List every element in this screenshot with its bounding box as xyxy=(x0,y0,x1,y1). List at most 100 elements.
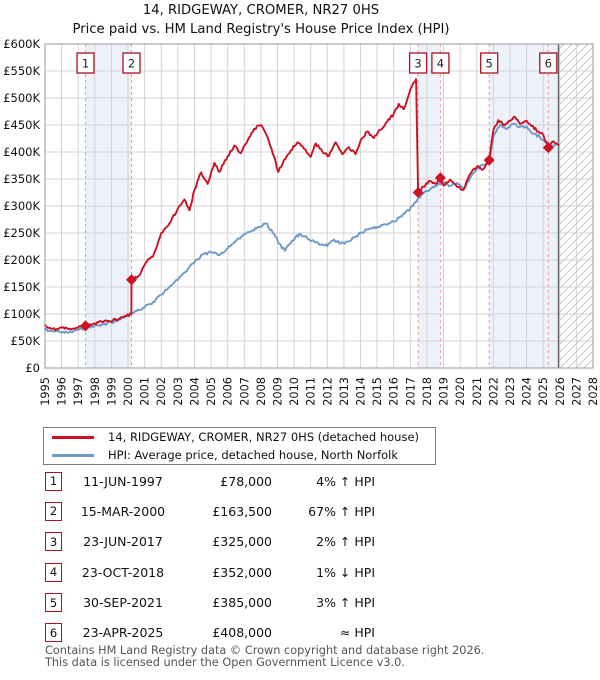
svg-text:2013: 2013 xyxy=(338,377,351,406)
chart-title: 14, RIDGEWAY, CROMER, NR27 0HS xyxy=(143,3,379,18)
transaction-date: 15-MAR-2000 xyxy=(80,503,166,519)
transaction-row: 6 23-APR-2025 £408,000 ≈ HPI xyxy=(45,623,555,643)
svg-text:£450K: £450K xyxy=(3,118,40,132)
axes: £0 £50K £100K £150K £200K £250K £300K £350K £400… xyxy=(3,37,600,406)
svg-text:2002: 2002 xyxy=(155,377,168,406)
svg-text:1997: 1997 xyxy=(72,377,85,406)
transaction-date: 11-JUN-1997 xyxy=(83,473,163,489)
svg-text:2021: 2021 xyxy=(471,377,484,406)
svg-text:1999: 1999 xyxy=(105,377,118,406)
svg-text:2018: 2018 xyxy=(421,377,434,406)
svg-text:4: 4 xyxy=(437,57,444,71)
transaction-hpi-delta: 67% ↑ HPI xyxy=(308,503,375,519)
svg-text:2008: 2008 xyxy=(255,377,268,406)
svg-text:1: 1 xyxy=(82,57,89,71)
svg-text:2009: 2009 xyxy=(272,377,285,406)
transaction-date: 23-OCT-2018 xyxy=(81,564,165,580)
svg-text:2010: 2010 xyxy=(288,377,301,406)
svg-text:£350K: £350K xyxy=(3,172,40,186)
transaction-date: 23-JUN-2017 xyxy=(83,534,163,550)
transaction-date: 23-APR-2025 xyxy=(82,625,164,641)
transaction-price: £385,000 xyxy=(212,595,272,611)
svg-text:2028: 2028 xyxy=(587,377,600,406)
svg-text:2004: 2004 xyxy=(189,377,202,406)
transaction-number-box: 4 xyxy=(45,562,62,582)
transaction-price: £352,000 xyxy=(212,564,272,580)
transaction-number-box: 2 xyxy=(45,501,62,521)
transaction-number-box: 5 xyxy=(45,593,62,613)
transaction-date: 30-SEP-2021 xyxy=(83,595,163,611)
license-footer: Contains HM Land Registry data © Crown c… xyxy=(45,644,592,670)
svg-text:£150K: £150K xyxy=(3,280,40,294)
transaction-price: £163,500 xyxy=(212,503,272,519)
legend-item: HPI: Average price, detached house, Nort… xyxy=(44,447,435,463)
svg-text:2014: 2014 xyxy=(355,377,368,406)
price-chart: 14, RIDGEWAY, CROMER, NR27 0HS Price pai… xyxy=(3,3,600,406)
transaction-row: 3 23-JUN-2017 £325,000 2% ↑ HPI xyxy=(45,532,555,552)
svg-text:2015: 2015 xyxy=(371,377,384,406)
svg-text:£50K: £50K xyxy=(11,334,41,348)
series-lines xyxy=(44,78,560,334)
svg-text:2025: 2025 xyxy=(537,377,550,406)
svg-text:2027: 2027 xyxy=(570,377,583,406)
svg-text:£200K: £200K xyxy=(3,253,40,267)
svg-text:2007: 2007 xyxy=(238,377,251,406)
transaction-number-box: 6 xyxy=(45,623,62,643)
svg-text:£550K: £550K xyxy=(3,64,40,78)
svg-text:6: 6 xyxy=(545,57,552,71)
transaction-price: £408,000 xyxy=(212,625,272,641)
svg-text:£600K: £600K xyxy=(3,37,40,51)
legend-label: HPI: Average price, detached house, Nort… xyxy=(108,448,399,462)
svg-text:2017: 2017 xyxy=(404,377,417,406)
legend-item: 14, RIDGEWAY, CROMER, NR27 0HS (detached… xyxy=(44,429,435,445)
svg-text:1998: 1998 xyxy=(89,377,102,406)
svg-text:2026: 2026 xyxy=(554,377,567,406)
svg-text:2: 2 xyxy=(128,57,135,71)
svg-text:5: 5 xyxy=(486,57,493,71)
chart-subtitle: Price paid vs. HM Land Registry's House … xyxy=(72,22,449,37)
svg-text:2024: 2024 xyxy=(521,377,534,406)
transaction-number-box: 1 xyxy=(45,471,62,491)
svg-text:£250K: £250K xyxy=(3,226,40,240)
svg-text:2005: 2005 xyxy=(205,377,218,406)
legend-series-line xyxy=(52,453,94,457)
svg-text:2022: 2022 xyxy=(487,377,500,406)
svg-text:2006: 2006 xyxy=(222,377,235,406)
svg-text:£500K: £500K xyxy=(3,91,40,105)
transaction-price: £78,000 xyxy=(220,473,272,489)
transaction-number-box: 3 xyxy=(45,532,62,552)
transactions-table: 1 11-JUN-1997 £78,000 4% ↑ HPI 2 15-MAR-2000 £… xyxy=(45,471,555,653)
svg-text:2000: 2000 xyxy=(122,377,135,406)
svg-text:2012: 2012 xyxy=(321,377,334,406)
future-hatch xyxy=(557,44,593,368)
svg-text:2020: 2020 xyxy=(454,377,467,406)
footer-line2: This data is licensed under the Open Gov… xyxy=(45,656,405,670)
svg-text:1995: 1995 xyxy=(39,377,52,406)
svg-text:2003: 2003 xyxy=(172,377,185,406)
transaction-hpi-delta: 1% ↓ HPI xyxy=(316,564,375,580)
svg-text:£400K: £400K xyxy=(3,145,40,159)
transaction-hpi-delta: 3% ↑ HPI xyxy=(316,595,375,611)
transaction-hpi-delta: 2% ↑ HPI xyxy=(316,534,375,550)
transaction-hpi-delta: 4% ↑ HPI xyxy=(316,473,375,489)
sale-markers: 1 2 3 4 5 6 xyxy=(76,52,558,332)
transaction-price: £325,000 xyxy=(212,534,272,550)
footer-line1: Contains HM Land Registry data © Crown c… xyxy=(45,644,485,657)
transaction-hpi-delta: ≈ HPI xyxy=(339,625,375,641)
legend-label: 14, RIDGEWAY, CROMER, NR27 0HS (detached… xyxy=(108,430,419,444)
transaction-row: 1 11-JUN-1997 £78,000 4% ↑ HPI xyxy=(45,471,555,491)
svg-text:1996: 1996 xyxy=(56,377,69,406)
legend-series-line xyxy=(52,435,94,439)
transaction-row: 4 23-OCT-2018 £352,000 1% ↓ HPI xyxy=(45,562,555,582)
svg-text:£100K: £100K xyxy=(3,307,40,321)
transaction-row: 5 30-SEP-2021 £385,000 3% ↑ HPI xyxy=(45,593,555,613)
transaction-row: 2 15-MAR-2000 £163,500 67% ↑ HPI xyxy=(45,501,555,521)
svg-text:£300K: £300K xyxy=(3,199,40,213)
svg-text:2019: 2019 xyxy=(438,377,451,406)
svg-text:2001: 2001 xyxy=(139,377,152,406)
svg-text:2023: 2023 xyxy=(504,377,517,406)
svg-text:£0: £0 xyxy=(25,361,40,375)
chart-legend: 14, RIDGEWAY, CROMER, NR27 0HS (detached… xyxy=(43,427,436,465)
svg-text:2016: 2016 xyxy=(388,377,401,406)
